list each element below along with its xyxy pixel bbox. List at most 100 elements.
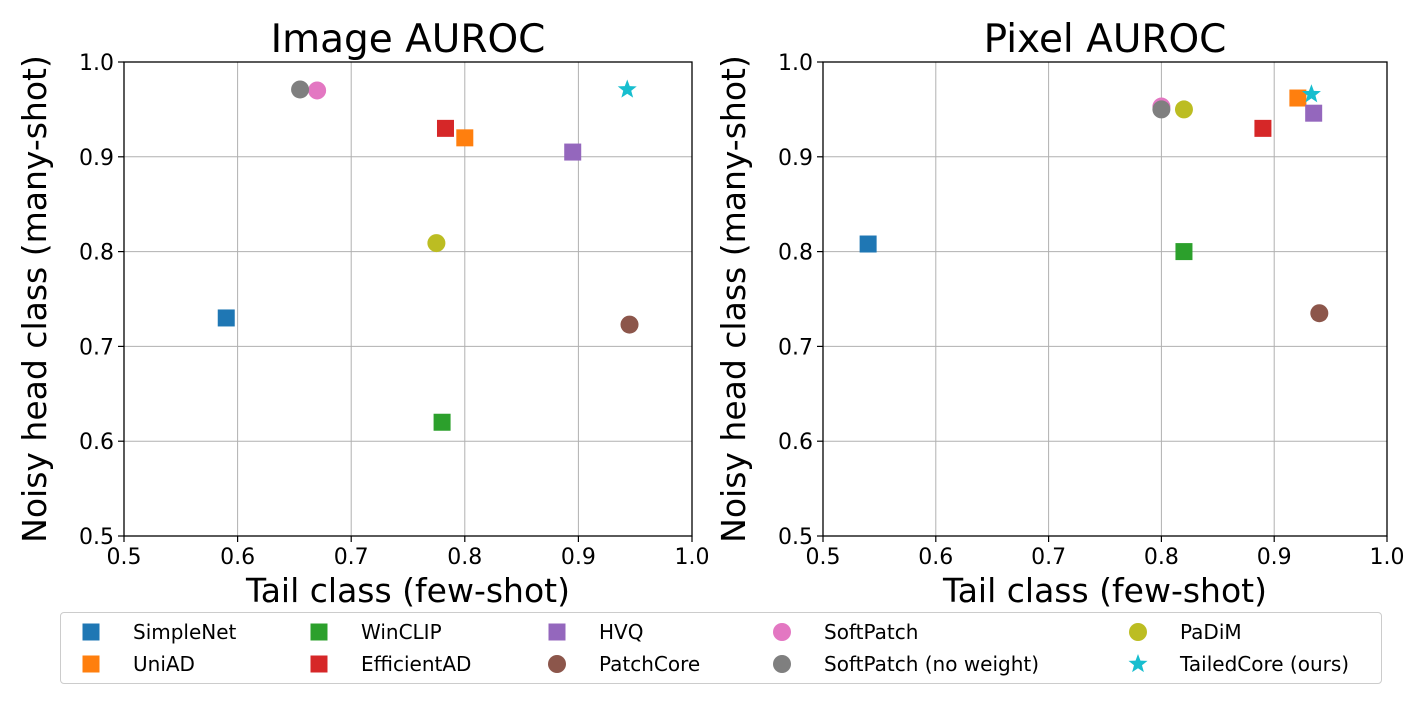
data-point	[859, 235, 877, 253]
chart-title: Image AUROC	[271, 17, 546, 62]
x-tick-label: 1.0	[675, 545, 710, 570]
x-axis-label: Tail class (few-shot)	[942, 571, 1267, 610]
x-tick-label: 0.6	[220, 545, 255, 570]
legend-marker	[1128, 622, 1148, 642]
x-tick-label: 0.5	[806, 545, 841, 570]
data-point	[456, 129, 474, 147]
data-point	[1175, 243, 1193, 261]
legend-label: EfficientAD	[361, 652, 472, 676]
x-axis-label: Tail class (few-shot)	[245, 571, 570, 610]
legend-marker-icon	[1129, 623, 1147, 641]
chart-panel: 0.5 0.6 0.7 0.8 0.9 1.0 0.5 0.6 0.7 0.8 0.9 1.0 Imag…	[15, 17, 710, 610]
legend-marker-icon	[82, 623, 100, 641]
legend-marker-icon	[310, 623, 328, 641]
data-point	[564, 143, 582, 161]
data-point	[436, 119, 454, 137]
legend-swatch	[1128, 654, 1148, 673]
y-tick-label: 0.5	[778, 525, 813, 550]
legend-label: SoftPatch (no weight)	[824, 652, 1040, 676]
y-tick-label: 0.9	[79, 146, 114, 171]
data-point	[291, 80, 310, 99]
legend-label: HVQ	[599, 620, 644, 644]
legend-marker	[81, 622, 101, 642]
legend-label: PatchCore	[599, 652, 701, 676]
data-point	[1301, 84, 1321, 103]
x-tick-label: 0.7	[334, 545, 369, 570]
legend-swatch	[773, 655, 791, 673]
data-point	[1289, 89, 1307, 107]
x-tick-label: 0.8	[447, 545, 482, 570]
y-tick-label: 0.6	[778, 430, 813, 455]
y-tick-label: 0.6	[79, 430, 114, 455]
legend-swatch	[82, 655, 100, 673]
data-point	[1254, 119, 1272, 137]
legend-item: PaDiM	[1128, 617, 1242, 647]
legend-label: UniAD	[133, 652, 195, 676]
x-tick-label: 0.8	[1144, 545, 1179, 570]
legend-item: EfficientAD	[309, 649, 471, 679]
legend-item: PatchCore	[547, 649, 700, 679]
legend-label: TailedCore (ours)	[1180, 652, 1350, 676]
data-point	[1174, 100, 1193, 119]
legend-marker	[81, 654, 101, 674]
legend-marker	[547, 622, 567, 642]
x-tick-label: 0.5	[107, 545, 142, 570]
y-tick-label: 0.7	[778, 335, 813, 360]
data-point	[1310, 304, 1329, 323]
legend-marker	[1128, 654, 1148, 674]
y-tick-label: 0.9	[778, 146, 813, 171]
legend-swatch	[310, 623, 328, 641]
data-point	[308, 81, 327, 100]
legend-marker-icon	[548, 623, 566, 641]
legend-swatch	[82, 623, 100, 641]
legend-marker-icon	[82, 655, 100, 673]
legend-label: SoftPatch	[824, 620, 919, 644]
x-tick-label: 0.7	[1031, 545, 1066, 570]
legend-swatch	[548, 623, 566, 641]
y-tick-label: 1.0	[778, 51, 813, 76]
legend-label: WinCLIP	[361, 620, 442, 644]
legend-item: WinCLIP	[309, 617, 442, 647]
legend-marker	[547, 654, 567, 674]
legend-item: TailedCore (ours)	[1128, 649, 1349, 679]
data-point	[617, 79, 637, 98]
legend-marker-icon	[1128, 654, 1148, 673]
x-tick-label: 0.9	[1257, 545, 1292, 570]
legend-marker-icon	[310, 655, 328, 673]
y-tick-label: 0.8	[778, 241, 813, 266]
legend-label: SimpleNet	[133, 620, 237, 644]
y-axis-label: Noisy head class (many-shot)	[15, 55, 54, 543]
legend-item: HVQ	[547, 617, 643, 647]
legend-marker	[309, 622, 329, 642]
legend-label: PaDiM	[1180, 620, 1242, 644]
data-point	[1305, 104, 1323, 122]
legend-marker	[309, 654, 329, 674]
data-point	[217, 309, 235, 327]
y-tick-label: 0.8	[79, 241, 114, 266]
x-tick-label: 1.0	[1370, 545, 1405, 570]
legend-swatch	[1129, 623, 1147, 641]
figure: 0.5 0.6 0.7 0.8 0.9 1.0 0.5 0.6 0.7 0.8 0.9 1.0 Imag…	[15, 17, 1405, 610]
plot-frame	[123, 61, 693, 537]
legend-item: UniAD	[81, 649, 195, 679]
y-tick-label: 0.5	[79, 525, 114, 550]
legend-marker	[772, 654, 792, 674]
legend-swatch	[310, 655, 328, 673]
legend: SimpleNet UniAD WinCLIP EfficientAD HVQ …	[60, 612, 1382, 684]
y-tick-label: 1.0	[79, 51, 114, 76]
legend-item: SoftPatch	[772, 617, 918, 647]
legend-item: SoftPatch (no weight)	[772, 649, 1039, 679]
data-point	[620, 315, 639, 334]
x-tick-label: 0.9	[561, 545, 596, 570]
legend-marker-icon	[773, 623, 791, 641]
legend-marker-icon	[548, 655, 566, 673]
legend-marker	[772, 622, 792, 642]
chart-title: Pixel AUROC	[984, 17, 1227, 62]
data-point	[1152, 100, 1171, 119]
y-axis-label: Noisy head class (many-shot)	[714, 55, 753, 543]
legend-marker-icon	[773, 655, 791, 673]
legend-swatch	[548, 655, 566, 673]
legend-swatch	[773, 623, 791, 641]
plot-frame	[822, 61, 1388, 537]
data-point	[433, 413, 451, 431]
